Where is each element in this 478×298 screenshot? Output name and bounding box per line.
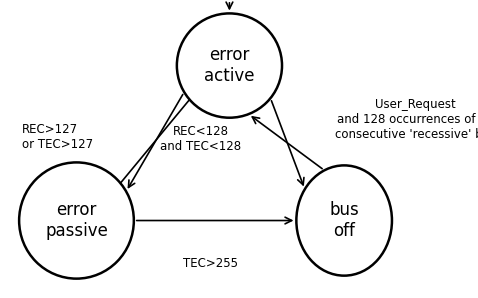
Text: REC>127
or TEC>127: REC>127 or TEC>127 [22,123,93,151]
Text: error
active: error active [204,46,255,85]
Text: TEC>255: TEC>255 [183,257,238,270]
Text: REC<128
and TEC<128: REC<128 and TEC<128 [160,125,241,153]
Text: User_Request
and 128 occurrences of 11
consecutive 'recessive' bits: User_Request and 128 occurrences of 11 c… [335,98,478,141]
Ellipse shape [19,162,134,279]
Ellipse shape [296,165,392,276]
Ellipse shape [177,13,282,118]
Text: error
passive: error passive [45,201,108,240]
Text: bus
off: bus off [329,201,359,240]
